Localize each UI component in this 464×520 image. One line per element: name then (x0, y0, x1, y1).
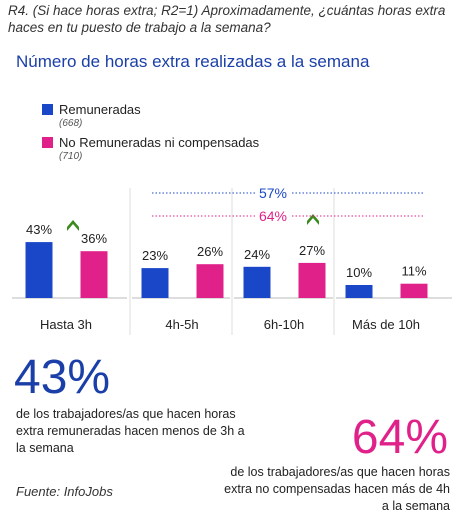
bar-chart: Hasta 3h 4h-5h 6h-10h Más de 10h 43% 23% 24% 10… (12, 184, 452, 335)
bar-value-label: 11% (401, 264, 426, 279)
bar-remuneradas (243, 266, 271, 298)
category-label: Hasta 3h (40, 317, 92, 332)
annotation-label-57: 57% (259, 185, 287, 201)
bar-remuneradas (345, 285, 373, 298)
callout-right-value: 64% (351, 411, 448, 464)
callout-left-value: 43% (14, 351, 111, 404)
bar-value-label: 26% (197, 244, 223, 259)
category-label: 4h-5h (165, 317, 198, 332)
callout-right-text: de los trabajadores/as que hacen horas e… (224, 465, 450, 513)
legend-swatch-pink (42, 137, 53, 148)
chart-title: Número de horas extra realizadas a la se… (16, 52, 370, 71)
annotation-label-bg (256, 184, 290, 202)
bar-no-remuneradas (298, 262, 326, 298)
category-label: 6h-10h (264, 317, 304, 332)
bar-value-label: 36% (81, 231, 107, 246)
bar-value-label: 27% (299, 243, 325, 258)
highlight-arrow-icon (67, 220, 79, 231)
bar-remuneradas (25, 242, 53, 298)
bar-value-label: 10% (346, 265, 372, 280)
annotation-label-bg (256, 207, 290, 225)
legend-swatch-blue (42, 104, 53, 115)
category-label: Más de 10h (352, 317, 420, 332)
source-note: Fuente: InfoJobs (16, 484, 113, 499)
callout-left-text: de los trabajadores/as que hacen horas e… (16, 407, 245, 455)
survey-question: R4. (Si hace horas extra; R2=1) Aproxima… (8, 3, 446, 35)
bar-value-label: 43% (26, 222, 52, 237)
bar-remuneradas (141, 268, 169, 298)
legend-label: No Remuneradas ni compensadas (59, 135, 260, 150)
annotation-label-64: 64% (259, 208, 287, 224)
bar-no-remuneradas (196, 264, 224, 298)
legend-sample-size: (710) (59, 151, 83, 162)
legend-label: Remuneradas (59, 102, 141, 117)
legend-sample-size: (668) (59, 118, 83, 129)
bar-value-label: 23% (142, 248, 168, 263)
bar-no-remuneradas (400, 283, 428, 298)
bar-no-remuneradas (80, 251, 108, 298)
bar-value-label: 24% (244, 247, 270, 262)
